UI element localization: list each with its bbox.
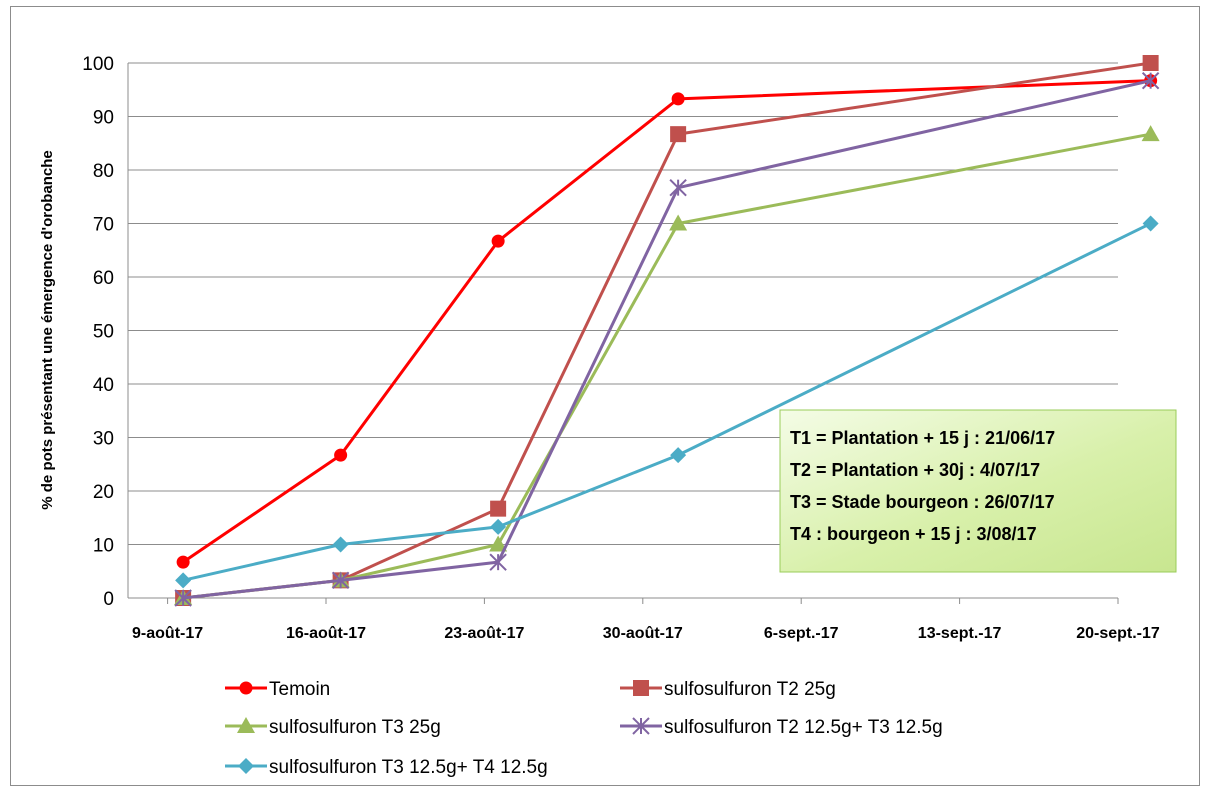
legend-label: sulfosulfuron T2 25g: [664, 679, 836, 700]
legend-label: Temoin: [269, 679, 330, 700]
data-point: [176, 555, 190, 569]
data-point: [489, 553, 507, 571]
data-point: [490, 518, 507, 535]
square-marker: [1142, 55, 1159, 71]
y-tick-label: 60: [93, 268, 114, 289]
x-tick-labels: 9-août-17 16-août-17 23-août-17 30-août-17 6…: [132, 625, 1160, 642]
square-marker: [490, 500, 507, 517]
legend-swatch-marker: [633, 680, 649, 696]
x-tick-label: 30-août-17: [603, 625, 683, 642]
x-tick-label: 9-août-17: [132, 625, 203, 642]
y-tick-label: 90: [93, 108, 114, 129]
data-point: [1141, 71, 1160, 90]
chart-frame: [10, 6, 1200, 786]
legend-label: sulfosulfuron T3 12.5g+ T4 12.5g: [269, 757, 548, 778]
data-point: [489, 535, 508, 552]
diamond-marker: [332, 536, 349, 553]
circle-marker: [491, 234, 505, 248]
data-point: [1142, 55, 1159, 71]
data-point: [669, 214, 688, 231]
x-tick-label: 20-sept.-17: [1076, 625, 1160, 642]
diamond-marker: [490, 518, 507, 535]
x-tick-label: 13-sept.-17: [918, 625, 1002, 642]
y-tick-label: 20: [93, 482, 114, 503]
square-marker: [633, 680, 649, 696]
annotation-line-t2: T2 = Plantation + 30j : 4/07/17: [790, 460, 1040, 480]
y-tick-label: 40: [93, 375, 114, 396]
y-tick-label: 70: [93, 215, 114, 236]
diamond-marker: [175, 572, 192, 589]
data-point: [670, 126, 687, 143]
circle-marker: [239, 681, 253, 695]
y-tick-label: 10: [93, 536, 114, 557]
annotation-background: [779, 409, 1177, 573]
data-point: [331, 571, 350, 590]
data-point: [334, 448, 348, 462]
series-1: [176, 74, 1158, 569]
treatment-annotation-box: T1 = Plantation + 15 j : 21/06/17 T2 = P…: [779, 409, 1177, 573]
series-5: [175, 215, 1159, 589]
series-layer: [174, 55, 1160, 607]
y-axis-label: % de pots présentant une émergence d'oro…: [39, 150, 56, 509]
legend-swatch-marker: [632, 717, 650, 735]
triangle-marker: [669, 214, 688, 231]
legend-swatch-marker: [239, 681, 253, 695]
legend-item-4: sulfosulfuron T2 12.5g+ T3 12.5g: [620, 717, 943, 738]
circle-marker: [334, 448, 348, 462]
legend-item-2: sulfosulfuron T2 25g: [620, 679, 836, 700]
circle-marker: [176, 555, 190, 569]
y-tick-label: 50: [93, 322, 114, 343]
y-tick-label: 100: [82, 54, 114, 75]
circle-marker: [671, 92, 685, 106]
triangle-marker: [1141, 125, 1160, 142]
data-point: [175, 572, 192, 589]
series-4: [174, 71, 1160, 607]
legend-item-5: sulfosulfuron T3 12.5g+ T4 12.5g: [225, 757, 548, 778]
legend-swatch-marker: [238, 758, 254, 774]
y-tick-label: 0: [103, 589, 114, 610]
data-point: [669, 178, 687, 197]
diamond-marker: [238, 758, 254, 774]
triangle-marker: [237, 717, 255, 733]
legend-label: sulfosulfuron T2 12.5g+ T3 12.5g: [664, 717, 943, 738]
legend-label: sulfosulfuron T3 25g: [269, 717, 441, 738]
annotation-line-t4: T4 : bourgeon + 15 j : 3/08/17: [790, 524, 1037, 544]
data-point: [670, 447, 687, 464]
square-marker: [670, 126, 687, 143]
x-tick-label: 23-août-17: [444, 625, 524, 642]
diamond-marker: [670, 447, 687, 464]
x-tick-label: 16-août-17: [286, 625, 366, 642]
diamond-marker: [1142, 215, 1159, 232]
legend-swatch-marker: [237, 717, 255, 733]
data-point: [1142, 215, 1159, 232]
legend: Temoin sulfosulfuron T2 25g sulfosulfuron …: [225, 679, 943, 778]
y-tick-label: 80: [93, 161, 114, 182]
data-point: [671, 92, 685, 106]
data-point: [490, 500, 507, 517]
annotation-line-t3: T3 = Stade bourgeon : 26/07/17: [790, 492, 1055, 512]
x-tick-label: 6-sept.-17: [764, 625, 839, 642]
axes: [127, 63, 1119, 604]
data-point: [491, 234, 505, 248]
y-tick-label: 30: [93, 429, 114, 450]
y-tick-labels: 0 10 20 30 40 50 60 70 80 90 100: [82, 54, 114, 610]
legend-item-3: sulfosulfuron T3 25g: [225, 717, 441, 738]
triangle-marker: [489, 535, 508, 552]
legend-item-1: Temoin: [225, 679, 330, 700]
data-point: [1141, 125, 1160, 142]
annotation-line-t1: T1 = Plantation + 15 j : 21/06/17: [790, 428, 1055, 448]
data-point: [332, 536, 349, 553]
data-point: [174, 589, 192, 607]
